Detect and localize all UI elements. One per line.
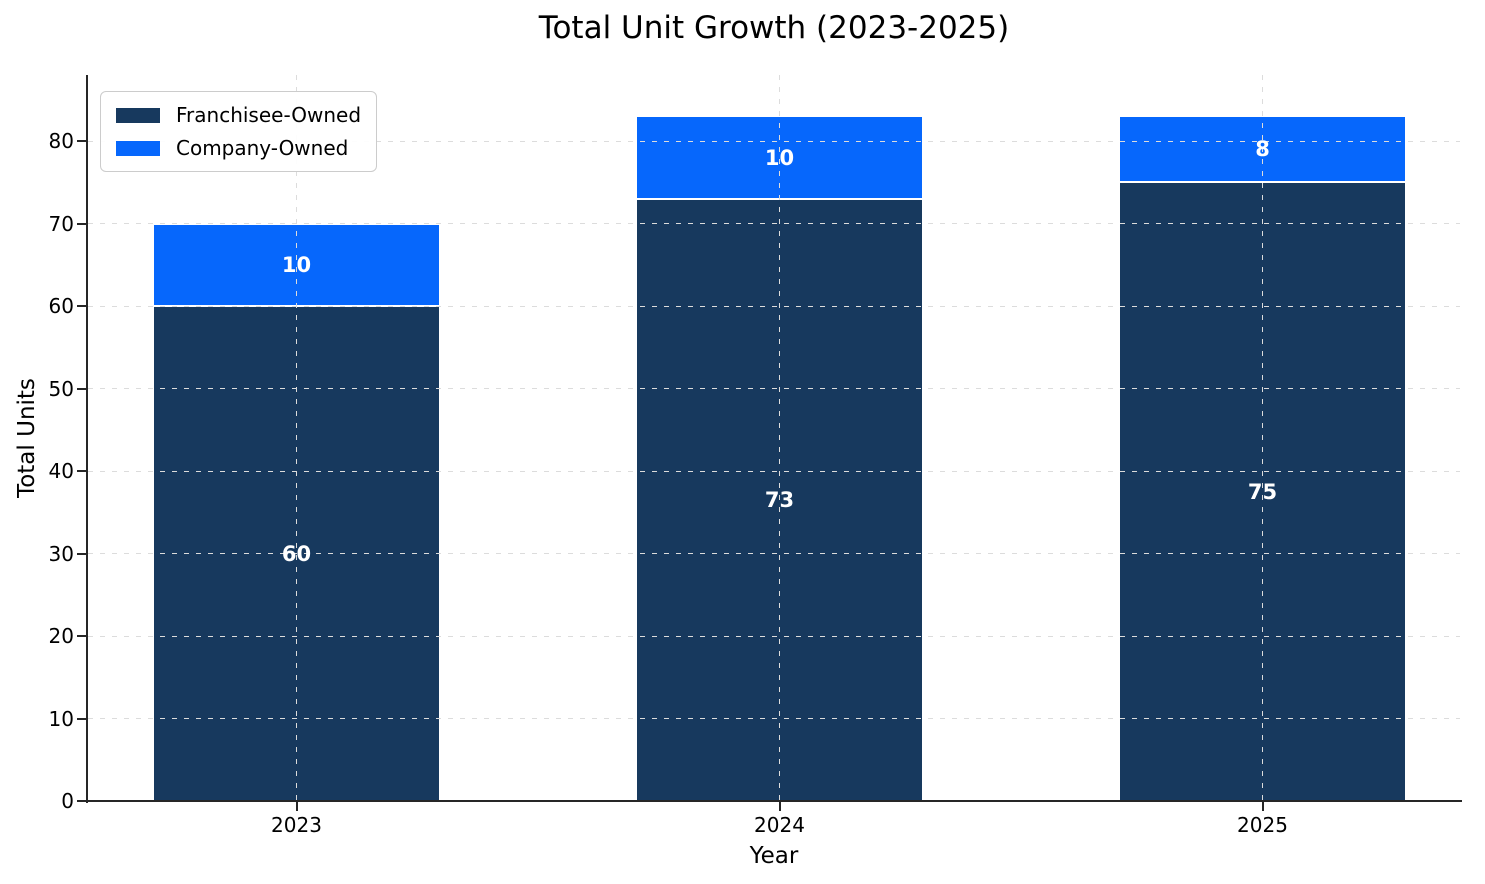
x-tick-mark [1261,802,1264,811]
grid-line-v [1262,75,1263,801]
y-tick-mark [77,800,86,802]
x-tick-mark [295,802,298,811]
y-tick-mark [77,635,86,637]
y-tick-label: 0 [61,789,74,813]
legend-item-franchisee-owned: Franchisee-Owned [116,103,361,127]
x-tick-label: 2024 [754,813,805,837]
bar-value-label: 8 [1255,137,1270,162]
legend: Franchisee-Owned Company-Owned [100,91,378,172]
legend-label: Franchisee-Owned [176,103,362,127]
y-tick-label: 50 [48,376,74,401]
plot-area: Franchisee-Owned Company-Owned 0 10 20 30 40… [49,75,1462,837]
y-axis-label: Total Units [14,378,40,498]
x-axis-spine [80,800,1462,802]
grid-line-h [88,388,1460,389]
y-tick-mark [77,387,86,390]
x-tick-mark [778,802,781,811]
y-tick-label: 10 [48,706,74,731]
y-tick-label: 70 [48,211,74,236]
y-tick-mark [77,717,86,720]
x-tick-label: 2023 [271,813,322,837]
grid-line-h [88,140,1460,142]
grid-line-v [296,75,297,801]
bar-value-label: 10 [764,145,795,170]
grid-line-h [88,718,1460,719]
grid-line-h [88,470,1460,472]
x-tick-label: 2025 [1237,813,1288,837]
grid-line-h [88,553,1460,554]
grid-line-v [779,75,780,801]
grid-line-h [88,635,1460,637]
y-tick-mark [77,222,86,225]
legend-swatch-franchisee-owned [116,107,160,123]
y-tick-mark [77,552,86,555]
legend-swatch-company-owned [116,140,160,156]
y-tick-mark [77,305,86,307]
y-axis-spine [86,75,88,803]
legend-label: Company-Owned [176,136,349,160]
y-tick-label: 40 [48,459,74,483]
y-tick-label: 80 [48,129,74,153]
y-tick-mark [77,140,86,142]
bar-value-label: 60 [281,541,312,566]
bar-value-label: 10 [281,252,312,277]
y-tick-label: 30 [48,541,74,566]
y-tick-label: 20 [48,624,74,648]
y-tick-mark [77,470,86,472]
chart-title: Total Unit Growth (2023-2025) [538,10,1010,46]
legend-item-company-owned: Company-Owned [116,136,361,160]
bar-value-label: 73 [764,487,795,512]
grid-line-h [88,223,1460,224]
bar-value-label: 75 [1247,479,1278,504]
y-tick-label: 60 [48,294,74,318]
grid-line-h [88,305,1460,307]
x-axis-label: Year [749,843,799,869]
